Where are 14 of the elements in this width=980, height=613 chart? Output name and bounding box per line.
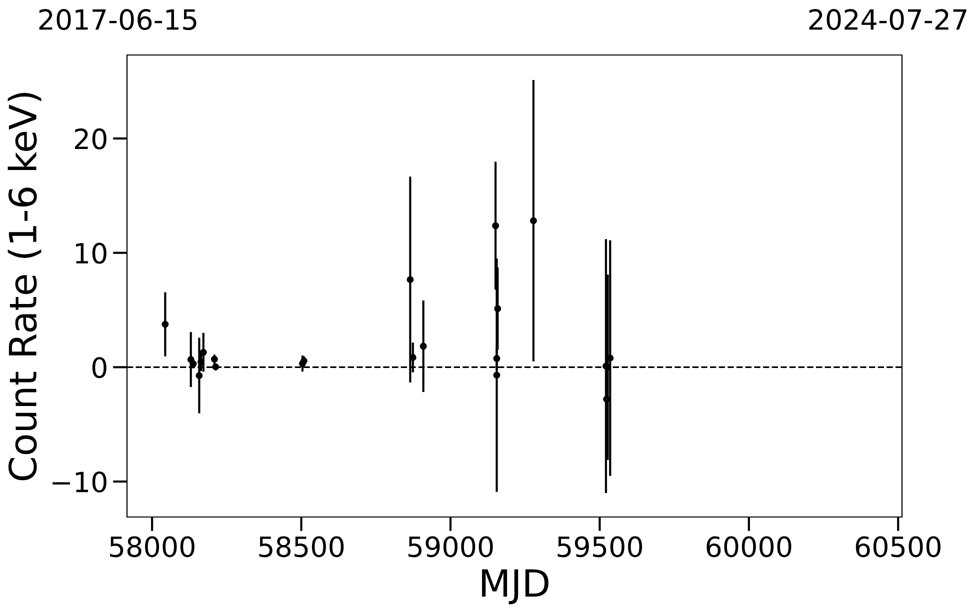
x-tick-label: 59500 <box>558 536 642 558</box>
x-axis-title: MJD <box>482 569 548 604</box>
y-tick-label: 0 <box>92 357 106 378</box>
y-tick-label: −10 <box>52 471 106 492</box>
y-axis-title: Count Rate (1-6 keV) <box>8 92 42 480</box>
x-tick-label: 59000 <box>408 536 493 558</box>
x-tick-label: 58000 <box>110 536 194 558</box>
x-tick-label: 60500 <box>856 536 940 558</box>
y-tick-label: 10 <box>76 242 106 264</box>
text: 2024-07-27 <box>809 9 966 30</box>
text: 2017-06-15 <box>39 9 196 30</box>
y-tick-label: 20 <box>74 128 106 150</box>
x-tick-label: 60000 <box>706 536 792 558</box>
x-tick-label: 58500 <box>259 536 344 558</box>
